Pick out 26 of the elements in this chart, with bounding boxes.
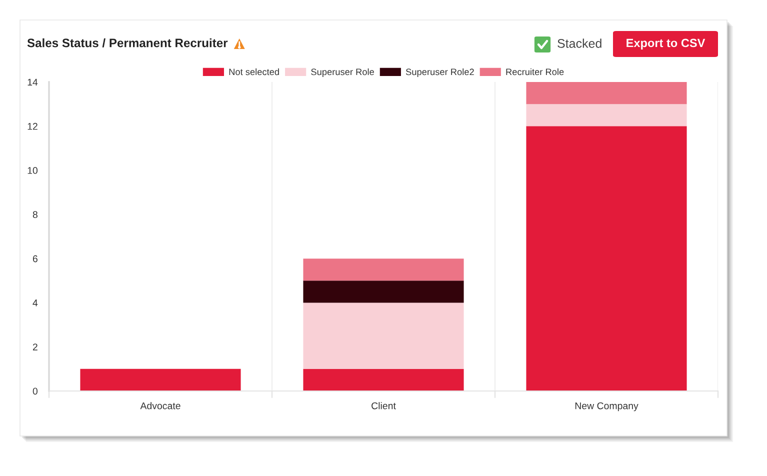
bar [303, 280, 464, 303]
y-tick-label: 8 [32, 211, 38, 218]
bar [303, 302, 464, 369]
legend-label: Not selected [229, 68, 279, 76]
bar [526, 104, 687, 126]
legend-label: Recruiter Role [506, 68, 564, 76]
bar [80, 368, 241, 391]
x-tick-label: Client [372, 402, 396, 410]
y-tick-label: 10 [28, 167, 38, 174]
x-tick-label: Advocate [140, 402, 180, 410]
text: Export to CSV [626, 38, 706, 50]
legend-label: Superuser Role [311, 68, 374, 77]
y-tick-label: 0 [32, 388, 38, 395]
bar [303, 368, 464, 391]
legend-label: Superuser Role2 [406, 68, 474, 77]
y-tick-label: 4 [32, 300, 38, 306]
bar [303, 258, 464, 281]
y-tick-label: 6 [32, 255, 38, 262]
bar [526, 126, 687, 391]
chart-title: Sales Status / Permanent Recruiter [27, 38, 228, 48]
x-tick-label: New Company [575, 402, 638, 412]
y-tick-label: 12 [28, 122, 38, 130]
y-tick-label: 2 [32, 344, 38, 350]
bar [526, 82, 687, 104]
y-tick-label: 14 [28, 78, 38, 86]
text: Stacked [558, 38, 602, 48]
